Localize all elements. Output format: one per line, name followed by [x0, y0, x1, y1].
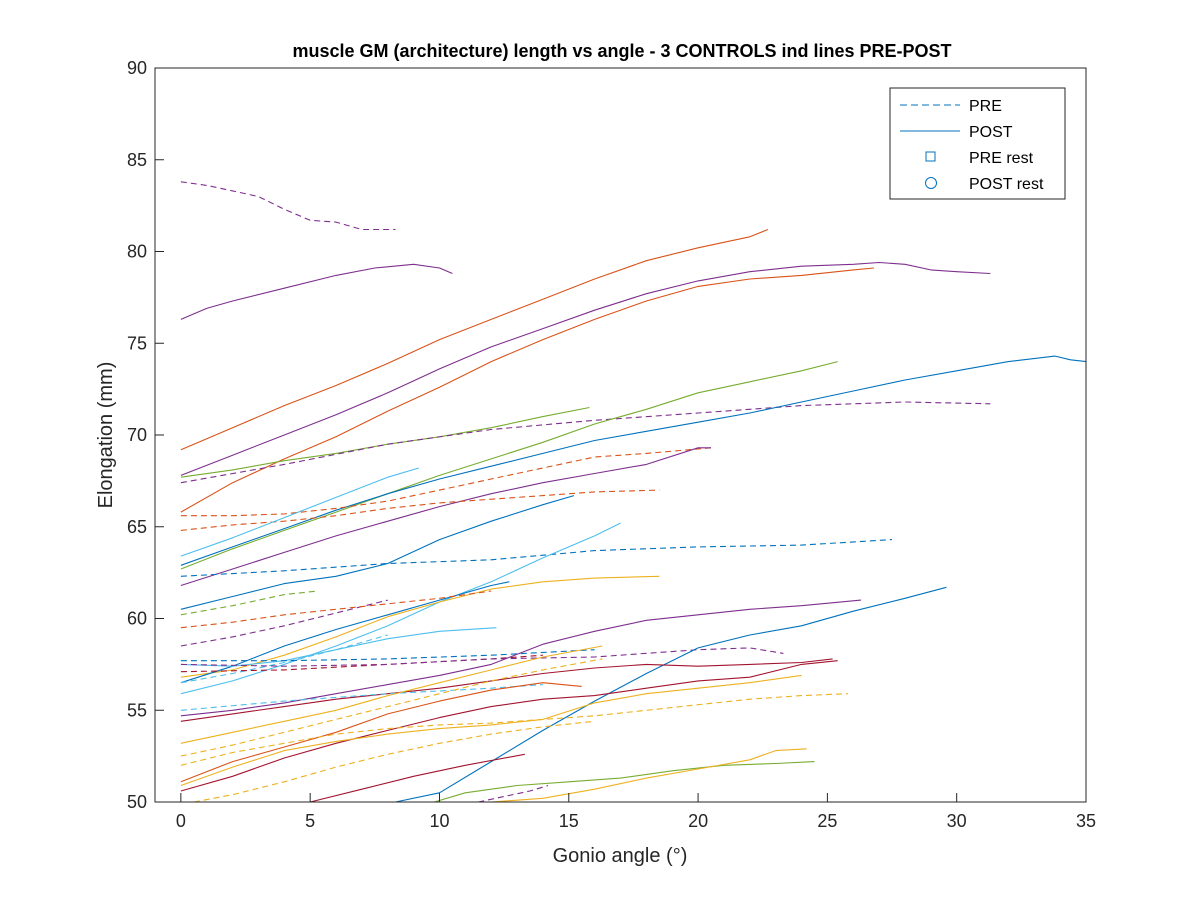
- x-tick-label: 5: [305, 811, 315, 831]
- series-line-39: [452, 748, 807, 803]
- series-line-27: [395, 586, 947, 803]
- series-line-30: [180, 645, 603, 744]
- series-line-37: [310, 753, 525, 803]
- series-line-6: [180, 401, 991, 484]
- legend-pre-rest-marker: [925, 151, 936, 162]
- series-line-36: [193, 720, 595, 803]
- y-tick-label: 85: [127, 150, 147, 170]
- series-line-22: [180, 634, 388, 684]
- series-line-20: [180, 590, 492, 629]
- series-line-25: [180, 647, 784, 667]
- series-line-4: [180, 267, 874, 513]
- series-line-23: [180, 649, 595, 662]
- x-axis-label: Gonio angle (°): [553, 845, 688, 867]
- legend-label-post-rest: POST rest: [969, 176, 1044, 193]
- series-line-32: [180, 682, 582, 783]
- series-line-14: [180, 539, 893, 577]
- series-line-16: [180, 590, 318, 616]
- series-line-28: [180, 658, 833, 722]
- y-tick-label: 65: [127, 517, 147, 537]
- x-axis-ticks: 0 5 10 15 20 25 30 35: [176, 793, 1096, 831]
- series-line-31: [180, 658, 603, 757]
- series-line-13: [180, 495, 575, 610]
- series-line-19: [180, 599, 388, 647]
- series-line-35: [180, 693, 849, 766]
- y-axis-label: Elongation (mm): [95, 362, 117, 509]
- y-tick-label: 60: [127, 609, 147, 629]
- x-tick-label: 20: [688, 811, 708, 831]
- series-line-11: [180, 489, 660, 531]
- series-line-38: [434, 761, 815, 803]
- series-line-18: [180, 581, 510, 684]
- series-line-9: [180, 447, 712, 517]
- legend-label-pre-rest: PRE rest: [969, 150, 1034, 167]
- legend-box: [889, 87, 1066, 200]
- legend-label-pre: PRE: [969, 98, 1002, 115]
- series-line-10: [180, 447, 711, 587]
- x-tick-label: 10: [429, 811, 449, 831]
- y-tick-label: 70: [127, 425, 147, 445]
- chart-title: muscle GM (architecture) length vs angle…: [292, 41, 951, 61]
- series-line-33: [180, 660, 838, 792]
- x-tick-label: 0: [176, 811, 186, 831]
- y-tick-label: 50: [127, 792, 147, 812]
- series-line-17: [180, 575, 660, 678]
- series-line-12: [180, 467, 419, 557]
- series-line-21: [180, 627, 497, 667]
- series-line-34: [180, 674, 802, 787]
- x-tick-label: 15: [559, 811, 579, 831]
- legend: PRE POST PRE rest POST rest: [889, 87, 1066, 200]
- series-line-15: [180, 522, 621, 695]
- series-line-2: [180, 228, 769, 451]
- y-tick-label: 80: [127, 242, 147, 262]
- y-tick-label: 90: [127, 58, 147, 78]
- series-line-0: [180, 181, 396, 231]
- y-tick-label: 75: [127, 333, 147, 353]
- series-line-40: [478, 784, 549, 803]
- series-line-1: [180, 263, 453, 320]
- y-axis-ticks: 50 55 60 65 70 75 80 85 90: [127, 58, 164, 812]
- series-line-3: [180, 261, 991, 476]
- series-line-26: [180, 599, 862, 717]
- x-tick-label: 25: [817, 811, 837, 831]
- y-tick-label: 55: [127, 700, 147, 720]
- x-tick-label: 30: [947, 811, 967, 831]
- x-tick-label: 35: [1076, 811, 1096, 831]
- legend-label-post: POST: [969, 124, 1013, 141]
- series-line-7: [180, 361, 838, 570]
- plot-lines: [180, 181, 1087, 803]
- legend-post-rest-marker: [925, 177, 937, 189]
